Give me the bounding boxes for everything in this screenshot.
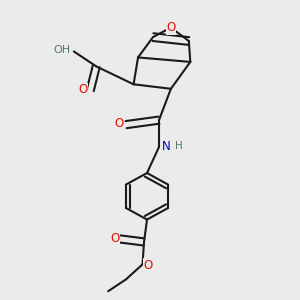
Text: O: O xyxy=(166,21,176,34)
Text: OH: OH xyxy=(54,45,71,55)
Text: O: O xyxy=(110,232,119,245)
Text: N: N xyxy=(162,140,171,153)
Text: H: H xyxy=(176,141,183,151)
Text: O: O xyxy=(78,83,87,96)
Text: O: O xyxy=(143,259,152,272)
Text: O: O xyxy=(114,117,123,130)
